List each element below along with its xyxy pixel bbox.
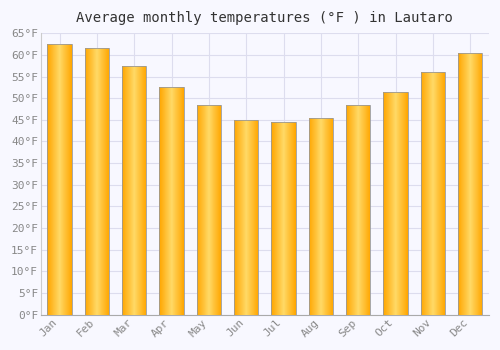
Bar <box>85 48 109 315</box>
Bar <box>48 44 72 315</box>
Bar <box>122 66 146 315</box>
Bar <box>421 72 445 315</box>
Bar <box>160 88 184 315</box>
Bar <box>384 92 407 315</box>
Bar <box>197 105 221 315</box>
Bar <box>309 118 333 315</box>
Title: Average monthly temperatures (°F ) in Lautaro: Average monthly temperatures (°F ) in La… <box>76 11 454 25</box>
Bar <box>272 122 295 315</box>
Bar <box>458 53 482 315</box>
Bar <box>234 120 258 315</box>
Bar <box>346 105 370 315</box>
